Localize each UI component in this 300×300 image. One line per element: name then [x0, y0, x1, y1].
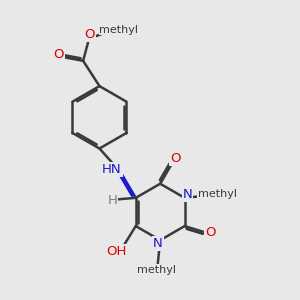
Text: O: O	[84, 28, 95, 40]
Text: O: O	[170, 152, 180, 165]
Text: HN: HN	[102, 164, 122, 176]
Text: methyl: methyl	[99, 25, 138, 34]
Text: methyl: methyl	[198, 189, 237, 199]
Text: O: O	[53, 48, 64, 62]
Text: N: N	[183, 188, 193, 201]
Text: O: O	[84, 28, 95, 40]
Text: O: O	[53, 48, 64, 62]
Text: methyl: methyl	[137, 265, 176, 275]
Text: methyl: methyl	[99, 25, 138, 34]
Text: O: O	[205, 226, 215, 238]
Text: OH: OH	[106, 245, 126, 258]
Text: H: H	[108, 194, 118, 207]
Text: N: N	[153, 237, 163, 250]
